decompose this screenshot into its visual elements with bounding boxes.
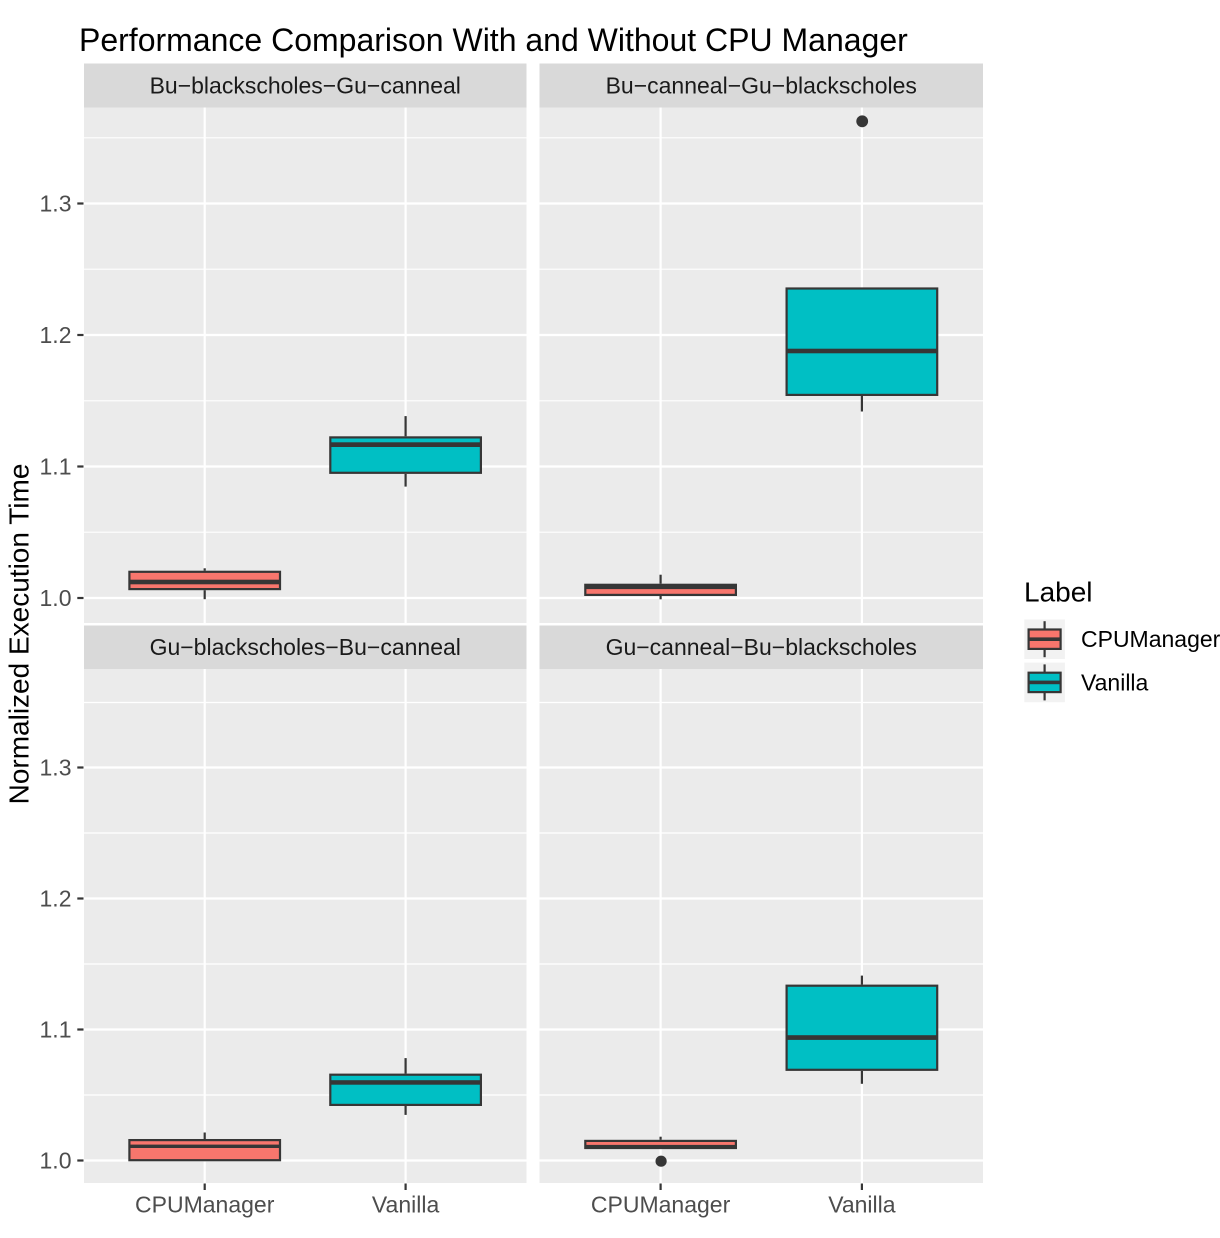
svg-text:1.1: 1.1 [40, 1017, 72, 1043]
svg-text:1.2: 1.2 [40, 886, 72, 912]
svg-text:Performance Comparison With an: Performance Comparison With and Without … [79, 22, 908, 58]
svg-text:1.0: 1.0 [40, 585, 72, 611]
svg-text:Vanilla: Vanilla [1081, 670, 1149, 696]
svg-text:Bu−canneal−Gu−blackscholes: Bu−canneal−Gu−blackscholes [606, 72, 917, 98]
svg-text:Vanilla: Vanilla [828, 1191, 896, 1217]
svg-text:1.2: 1.2 [40, 322, 72, 348]
svg-text:CPUManager: CPUManager [591, 1191, 731, 1217]
svg-text:Gu−canneal−Bu−blackscholes: Gu−canneal−Bu−blackscholes [606, 634, 917, 660]
svg-text:1.3: 1.3 [40, 755, 72, 781]
svg-text:Gu−blackscholes−Bu−canneal: Gu−blackscholes−Bu−canneal [150, 634, 461, 660]
svg-text:Normalized Execution Time: Normalized Execution Time [4, 464, 35, 805]
svg-text:1.0: 1.0 [40, 1148, 72, 1174]
svg-text:Bu−blackscholes−Gu−canneal: Bu−blackscholes−Gu−canneal [150, 72, 461, 98]
svg-text:Vanilla: Vanilla [372, 1191, 440, 1217]
svg-text:1.3: 1.3 [40, 191, 72, 217]
svg-text:CPUManager: CPUManager [135, 1191, 275, 1217]
svg-text:Label: Label [1024, 577, 1093, 608]
svg-text:CPUManager: CPUManager [1081, 626, 1220, 652]
svg-text:1.1: 1.1 [40, 454, 72, 480]
